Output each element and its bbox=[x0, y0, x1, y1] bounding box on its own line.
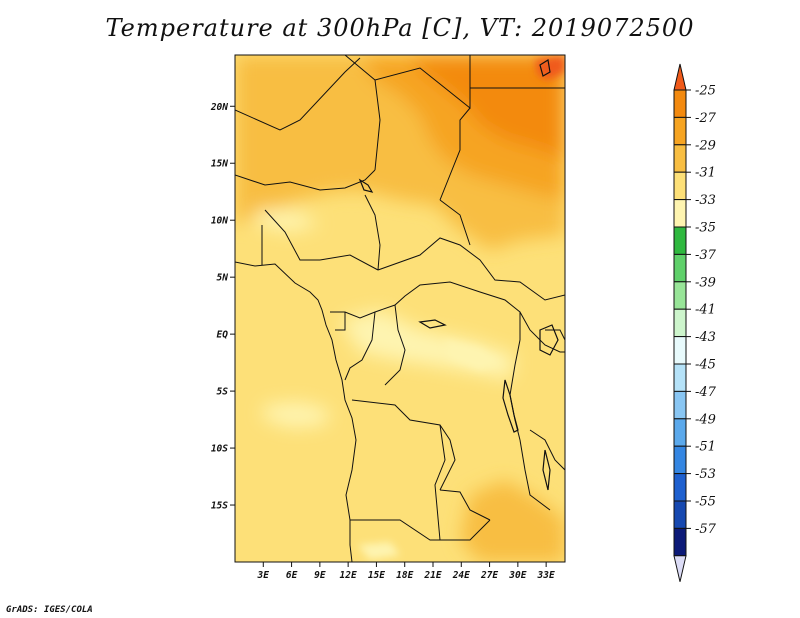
colorbar-label: -47 bbox=[695, 385, 717, 400]
lat-tick-label: 5N bbox=[217, 273, 229, 284]
colorbar-swatch bbox=[673, 418, 687, 447]
colorbar-label: -33 bbox=[695, 193, 716, 208]
colorbar-swatch bbox=[673, 336, 687, 365]
lat-tick-label: EQ bbox=[217, 330, 229, 341]
lon-tick-label: 6E bbox=[286, 570, 298, 581]
colorbar-swatch bbox=[673, 116, 687, 146]
lon-tick-label: 15E bbox=[368, 570, 385, 581]
colorbar-label: -49 bbox=[695, 412, 716, 427]
latitude-axis: 20N 15N 10N 5N EQ 5S 10S 15S bbox=[210, 102, 235, 512]
colorbar-label: -39 bbox=[695, 275, 716, 290]
colorbar-swatch bbox=[673, 253, 687, 283]
colorbar-swatch bbox=[673, 308, 687, 338]
longitude-axis: 3E 6E 9E 12E 15E 18E 21E 24E 27E 30E 33E bbox=[257, 562, 555, 581]
lat-tick-label: 15S bbox=[211, 501, 228, 512]
map-panel bbox=[235, 55, 565, 562]
colorbar-label: -45 bbox=[695, 358, 716, 373]
colorbar-label: -57 bbox=[695, 522, 717, 537]
colorbar-swatch bbox=[673, 226, 687, 255]
colorbar-swatch bbox=[673, 473, 687, 502]
colorbar-swatch bbox=[673, 199, 687, 228]
colorbar-bottom-arrow bbox=[673, 555, 687, 582]
colorbar-label: -31 bbox=[695, 166, 716, 181]
colorbar-swatch bbox=[673, 89, 687, 118]
colorbar-label: -51 bbox=[695, 440, 716, 455]
lon-tick-label: 9E bbox=[314, 570, 326, 581]
colorbar-label: -55 bbox=[695, 495, 716, 510]
credit-label: GrADS: IGES/COLA bbox=[6, 605, 93, 615]
colorbar-label: -25 bbox=[695, 84, 716, 99]
colorbar-swatch bbox=[673, 363, 687, 392]
lat-tick-label: 20N bbox=[210, 102, 228, 113]
colorbar-label: -41 bbox=[695, 303, 716, 318]
page-title: Temperature at 300hPa [C], VT: 201907250… bbox=[105, 14, 695, 42]
lon-tick-label: 18E bbox=[396, 570, 413, 581]
colorbar-label: -29 bbox=[695, 138, 716, 153]
lon-tick-label: 33E bbox=[537, 570, 555, 581]
map-frame bbox=[234, 54, 566, 563]
colorbar-swatch bbox=[673, 281, 687, 310]
colorbar-label: -35 bbox=[695, 221, 716, 236]
colorbar-swatch bbox=[673, 390, 687, 420]
colorbar-label: -37 bbox=[695, 248, 717, 263]
lat-tick-label: 10N bbox=[211, 216, 228, 227]
colorbar-label: -43 bbox=[695, 330, 716, 345]
lat-tick-label: 10S bbox=[211, 444, 228, 455]
lon-tick-label: 30E bbox=[508, 570, 526, 581]
lat-tick-label: 5S bbox=[217, 387, 229, 398]
colorbar-label: -53 bbox=[695, 467, 716, 482]
colorbar: -25 -27 -29 -31 -33 -35 -37 -39 -41 -43 -45 -47 -49 -… bbox=[673, 63, 717, 582]
colorbar-swatch bbox=[673, 171, 687, 201]
lon-tick-label: 12E bbox=[340, 570, 357, 581]
colorbar-label: -27 bbox=[695, 111, 717, 126]
colorbar-swatch bbox=[673, 500, 687, 529]
colorbar-top-arrow bbox=[673, 63, 687, 91]
lon-tick-label: 21E bbox=[423, 570, 441, 581]
colorbar-swatch bbox=[673, 527, 687, 557]
lon-tick-label: 27E bbox=[480, 570, 498, 581]
colorbar-swatch bbox=[673, 144, 687, 173]
colorbar-swatch bbox=[673, 445, 687, 475]
lake-outlines bbox=[358, 59, 559, 491]
lat-tick-label: 15N bbox=[211, 159, 228, 170]
lon-tick-label: 24E bbox=[452, 570, 470, 581]
lon-tick-label: 3E bbox=[257, 570, 270, 581]
